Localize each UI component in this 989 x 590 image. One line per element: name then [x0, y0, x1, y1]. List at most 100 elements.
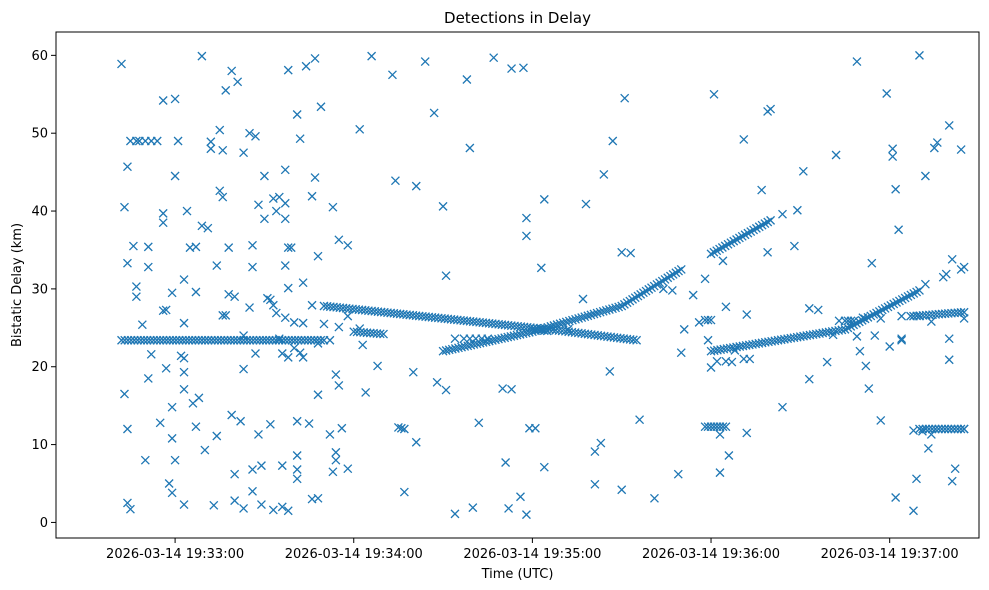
- data-point: [516, 492, 525, 502]
- data-point: [852, 57, 862, 67]
- data-point: [673, 469, 683, 479]
- data-point: [155, 418, 165, 428]
- data-point: [521, 231, 531, 241]
- data-point: [929, 143, 939, 153]
- track-marker: [655, 278, 665, 288]
- data-point: [536, 263, 546, 273]
- track-marker: [860, 314, 870, 324]
- track-marker: [207, 335, 216, 345]
- track-marker: [574, 313, 584, 323]
- data-point: [462, 75, 472, 84]
- data-point: [882, 89, 892, 98]
- data-point: [182, 206, 192, 216]
- track-marker: [950, 424, 960, 434]
- track-marker: [223, 335, 233, 345]
- data-point: [227, 410, 237, 420]
- track-marker: [126, 335, 136, 345]
- track-marker: [857, 315, 867, 325]
- data-point: [855, 346, 865, 356]
- track-marker: [592, 308, 602, 318]
- data-point: [917, 426, 927, 436]
- data-point: [313, 390, 323, 400]
- data-point: [846, 316, 856, 326]
- data-point: [778, 209, 787, 219]
- track-marker: [718, 422, 728, 432]
- data-point: [885, 342, 895, 351]
- data-point: [578, 294, 588, 304]
- y-tick-label: 30: [31, 282, 48, 297]
- data-point: [504, 503, 514, 513]
- track-marker: [703, 315, 713, 325]
- track-marker: [194, 335, 204, 345]
- track-marker: [142, 335, 152, 345]
- data-point: [248, 465, 257, 474]
- data-point: [804, 303, 814, 313]
- data-point: [280, 313, 290, 323]
- track-marker: [245, 335, 255, 345]
- data-point: [158, 306, 168, 316]
- data-point: [867, 258, 877, 268]
- y-tick-label: 20: [31, 360, 48, 375]
- data-point: [218, 310, 228, 320]
- data-point: [909, 426, 918, 436]
- data-point: [766, 104, 776, 114]
- track-marker: [628, 335, 638, 345]
- data-point: [703, 335, 713, 345]
- data-point: [239, 364, 249, 374]
- data-point: [852, 331, 862, 341]
- track-marker: [555, 319, 565, 329]
- track-marker: [956, 308, 966, 317]
- track-marker: [274, 335, 284, 345]
- data-markers: [117, 50, 969, 520]
- y-tick-label: 50: [31, 127, 48, 142]
- data-point: [259, 214, 269, 224]
- track-marker: [937, 424, 947, 434]
- data-point: [277, 502, 287, 512]
- track-marker: [721, 422, 731, 432]
- track-marker: [589, 309, 599, 319]
- data-point: [590, 447, 600, 457]
- data-point: [700, 274, 710, 284]
- data-point: [248, 486, 257, 496]
- data-point: [307, 300, 317, 310]
- data-point: [849, 316, 859, 326]
- data-point: [265, 295, 275, 305]
- data-point: [441, 385, 451, 395]
- data-point: [179, 353, 189, 363]
- track-marker: [924, 424, 934, 434]
- track-marker: [226, 335, 236, 345]
- data-point: [218, 192, 228, 202]
- track-marker: [117, 335, 126, 345]
- data-point: [158, 208, 168, 218]
- data-point: [763, 247, 773, 257]
- data-point: [313, 338, 323, 348]
- track-marker: [577, 313, 587, 322]
- track-marker: [552, 320, 562, 330]
- data-point: [158, 96, 168, 105]
- data-point: [251, 349, 260, 358]
- data-point: [956, 145, 966, 155]
- data-point: [283, 65, 293, 75]
- track-marker: [300, 335, 310, 345]
- data-point: [256, 500, 266, 509]
- data-point: [876, 314, 886, 323]
- track-marker: [647, 283, 656, 293]
- data-point: [694, 317, 704, 327]
- data-point: [230, 292, 240, 302]
- data-point: [280, 261, 290, 270]
- data-point: [304, 419, 314, 429]
- data-point: [650, 493, 659, 503]
- data-point: [143, 262, 153, 272]
- track-marker: [313, 335, 322, 345]
- track-marker: [375, 329, 385, 339]
- data-point: [408, 367, 418, 377]
- data-point: [626, 248, 636, 258]
- track-marker: [561, 317, 571, 327]
- data-point: [420, 57, 430, 67]
- data-point: [715, 430, 725, 439]
- data-point: [337, 423, 347, 433]
- data-point: [926, 317, 936, 327]
- data-point: [429, 108, 439, 118]
- data-point: [131, 292, 141, 302]
